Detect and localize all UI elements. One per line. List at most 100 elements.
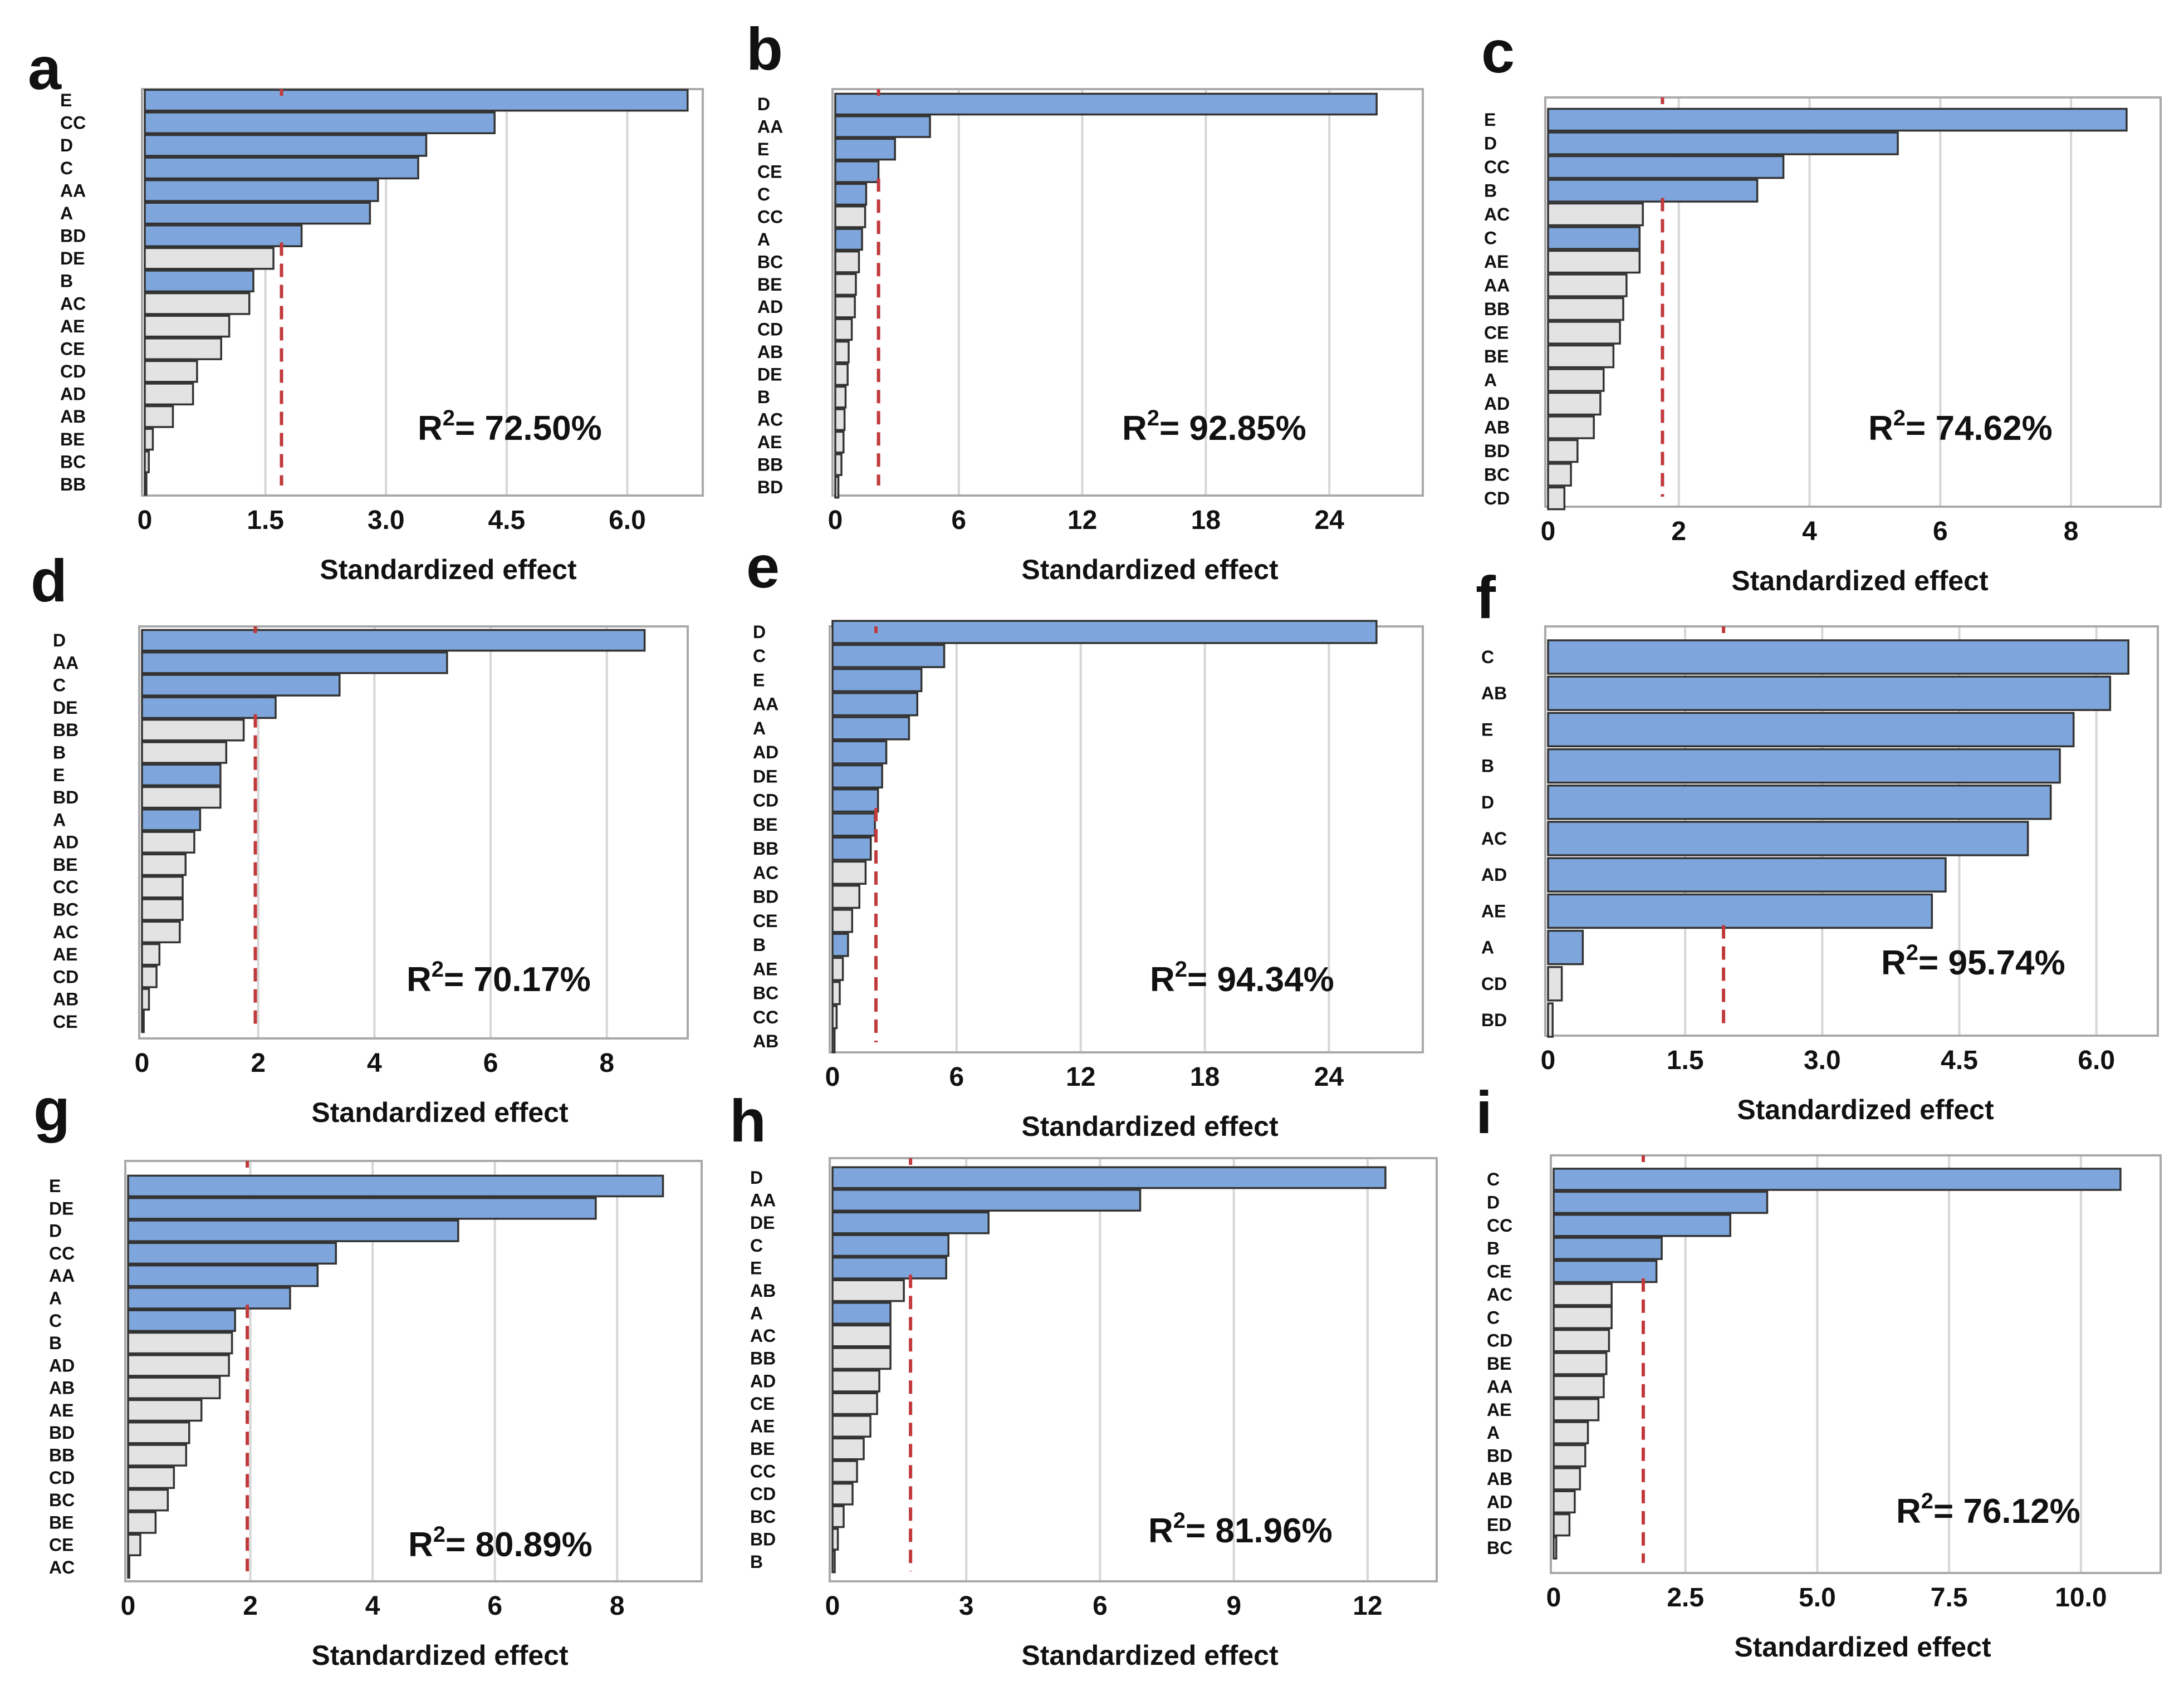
bar-be [834,273,857,296]
x-tick-label: 0 [1541,1046,1556,1075]
x-tick-label: 3.0 [1804,1046,1841,1075]
category-label-ab: AB [53,989,79,1009]
bar-b [831,1550,836,1574]
x-tick-label: 4.5 [1941,1046,1978,1075]
bar-bc [834,250,860,273]
x-tick-label: 0 [135,1048,150,1078]
bar-ac [831,860,867,885]
bar-ae [834,430,845,454]
bar-e [144,89,689,112]
category-label-bd: BD [1481,1010,1507,1030]
bar-a [831,1302,892,1325]
bar-d [127,1219,459,1242]
category-label-bc: BC [1484,465,1510,485]
category-label-de: DE [750,1213,775,1233]
bar-e [141,763,222,787]
bar-cd [1547,966,1563,1002]
bar-cd [1547,486,1566,511]
bar-ae [141,943,161,966]
bar-bd [831,884,861,909]
category-label-a: A [1484,370,1497,390]
bar-aa [831,1189,1142,1212]
x-tick-label: 6 [1093,1591,1108,1621]
bar-bc [127,1488,169,1512]
bar-ac [127,1556,130,1579]
bar-a [141,808,202,831]
x-tick-label: 10.0 [2055,1583,2107,1613]
bar-a [831,716,910,741]
category-label-ad: AD [1481,865,1507,885]
category-label-d: D [750,1168,763,1188]
category-label-c: C [753,646,766,666]
bar-ad [127,1354,230,1377]
bar-a [144,202,371,225]
bar-bc [1553,1536,1558,1560]
bar-de [831,764,883,789]
category-label-cd: CD [53,967,79,987]
category-label-e: E [1481,719,1493,739]
category-label-bd: BD [53,787,79,807]
x-tick-label: 7.5 [1931,1583,1968,1613]
x-tick-label: 5.0 [1799,1583,1836,1613]
category-label-a: A [1481,938,1494,958]
bar-ce [1553,1259,1658,1283]
bar-cd [141,965,158,988]
x-axis-label: Standardized effect [311,1097,569,1128]
bar-a [1547,929,1584,965]
category-label-bc: BC [757,252,783,272]
category-label-cc: CC [753,1007,778,1027]
bar-ad [1547,391,1602,416]
category-label-e: E [750,1258,762,1278]
x-tick-label: 12 [1066,1062,1095,1092]
category-label-ce: CE [757,161,782,182]
category-label-ad: AD [60,384,86,404]
category-label-a: A [49,1288,62,1308]
category-label-bc: BC [753,983,778,1003]
bar-ae [1553,1398,1600,1422]
x-tick-label: 2 [251,1048,266,1078]
r-squared-annotation: R2= 81.96% [1148,1508,1333,1550]
category-label-cd: CD [750,1484,776,1504]
panel-letter-b: b [746,15,783,82]
x-tick-label: 8 [599,1048,614,1078]
x-tick-label: 18 [1190,1062,1220,1092]
x-tick-label: 4.5 [488,506,525,535]
bar-be [1547,344,1615,369]
category-label-be: BE [753,815,777,835]
category-label-ae: AE [49,1400,74,1420]
bar-cd [144,360,198,383]
x-axis-label: Standardized effect [1731,565,1989,596]
x-tick-label: 0 [1546,1583,1561,1613]
category-label-bb: BB [60,474,86,494]
plot-frame [831,88,1424,497]
category-label-bb: BB [757,455,783,475]
category-label-bd: BD [1484,441,1510,461]
bar-be [831,812,876,837]
bar-de [831,1211,990,1234]
bar-b [141,741,228,764]
x-tick-label: 18 [1191,506,1221,535]
x-tick-label: 8 [610,1591,625,1621]
bar-bc [1547,463,1572,487]
category-label-b: B [53,742,66,762]
category-label-bb: BB [753,839,778,859]
bar-ab [144,405,174,428]
category-label-bc: BC [49,1490,75,1510]
x-tick-label: 12 [1067,506,1097,535]
x-tick-label: 0 [121,1591,136,1621]
category-label-c: C [49,1311,62,1331]
category-label-cd: CD [1481,974,1507,994]
bar-c [141,674,341,697]
category-label-b: B [753,935,766,955]
bar-c [1547,226,1641,250]
bar-c [831,644,946,668]
panel-letter-f: f [1476,563,1496,631]
bar-ab [1547,415,1595,439]
category-label-de: DE [53,698,77,718]
bar-bd [1547,1002,1554,1038]
x-tick-label: 6 [951,506,966,535]
bar-b [831,933,849,957]
x-tick-label: 2 [1671,517,1686,546]
